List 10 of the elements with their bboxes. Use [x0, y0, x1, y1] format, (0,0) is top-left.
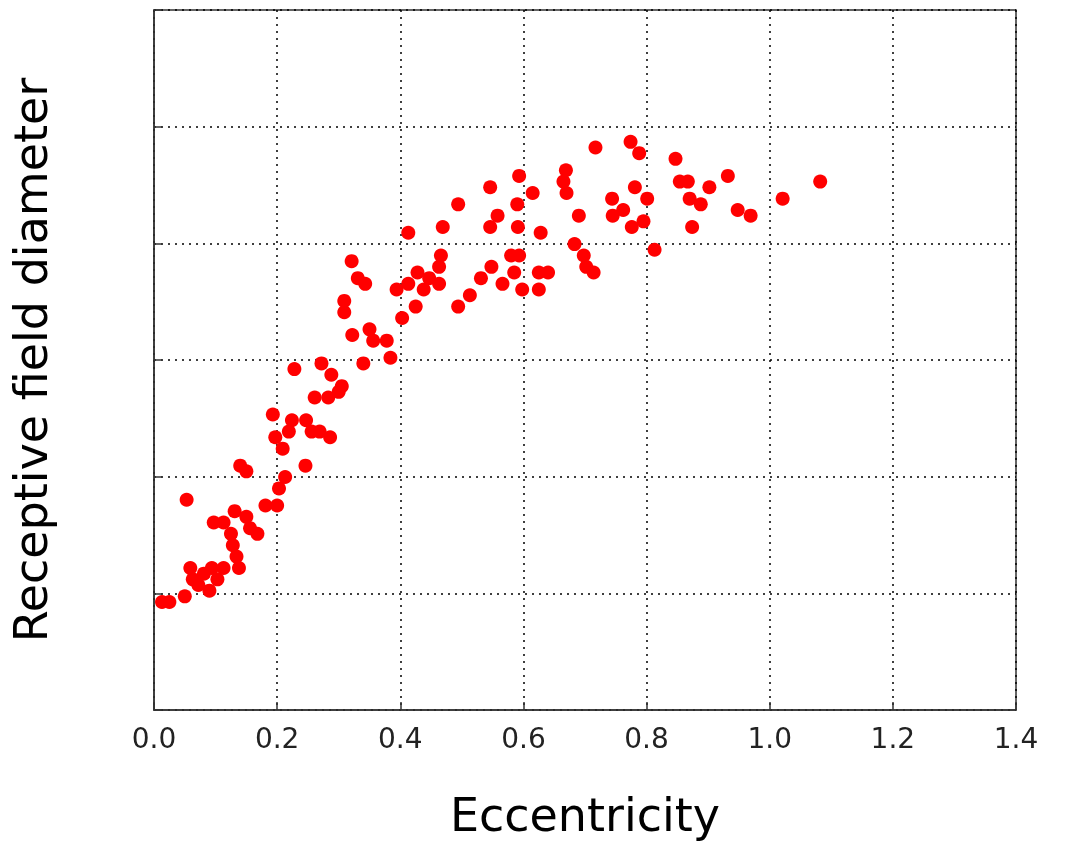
x-tick-label: 1.0 — [747, 721, 792, 755]
x-tick-label: 0.8 — [624, 721, 669, 755]
x-tick-label: 0.2 — [254, 721, 300, 755]
x-tick-label: 1.4 — [993, 721, 1039, 755]
x-tick-label: 0.6 — [501, 721, 546, 755]
x-tick-label: 1.2 — [870, 721, 916, 755]
y-axis-title: Receptive field diameter — [4, 77, 58, 643]
x-axis-title: Eccentricity — [449, 788, 721, 842]
x-tick-label: 0.0 — [131, 721, 177, 755]
x-tick-label: 0.4 — [378, 721, 423, 755]
